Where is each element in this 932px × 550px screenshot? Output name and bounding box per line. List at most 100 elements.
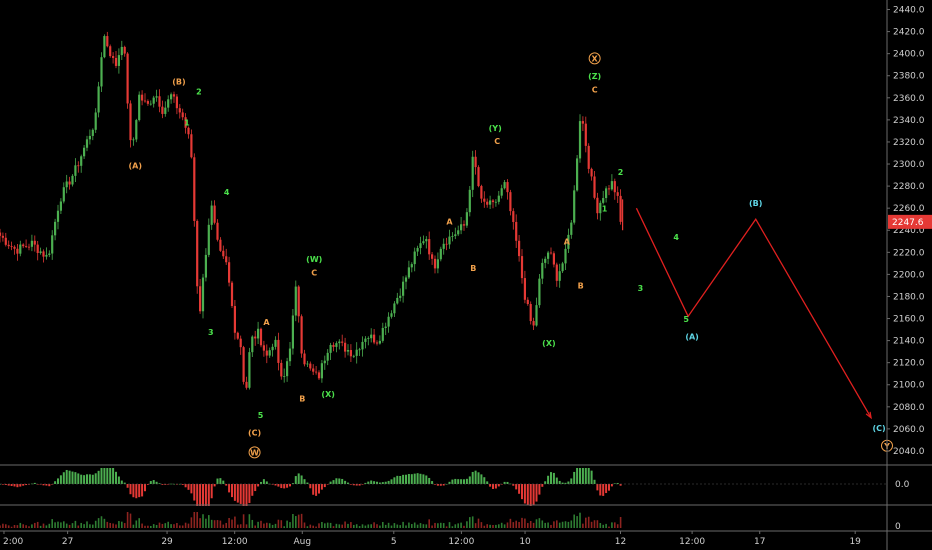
candle-body — [65, 181, 68, 188]
indicator1-value-label: 0.0 — [895, 480, 910, 490]
wave-label: (B) — [172, 78, 185, 87]
forecast-projection — [621, 199, 872, 420]
histogram-bar — [503, 481, 506, 484]
volume-bar — [402, 521, 404, 528]
candle-body — [515, 221, 518, 241]
volume-bar — [13, 525, 16, 528]
volume-bar — [445, 526, 448, 528]
candle-body — [370, 334, 373, 339]
volume-bar — [118, 521, 120, 528]
histogram-bar — [184, 484, 187, 488]
histogram-indicator — [0, 468, 622, 506]
volume-bar — [579, 512, 581, 528]
candle-body — [97, 86, 100, 113]
candle-body — [297, 286, 300, 317]
volume-bar — [416, 524, 419, 528]
wave-label: C — [494, 137, 500, 146]
candle-body — [230, 282, 234, 307]
histogram-bar — [146, 484, 149, 485]
histogram-bar — [347, 482, 349, 484]
candle-body — [558, 271, 561, 281]
histogram-bar — [294, 476, 297, 484]
histogram-bar — [477, 472, 480, 484]
time-tick-label: 12:00 — [222, 537, 248, 547]
histogram-bar — [274, 484, 277, 486]
time-tick-label: 12:00 — [448, 537, 474, 547]
price-tick-label: 2300.0 — [893, 160, 925, 170]
candle-body — [454, 234, 457, 237]
candle-body — [465, 212, 468, 226]
candle-body — [605, 188, 608, 199]
candle-body — [312, 368, 315, 372]
candle-body — [436, 259, 439, 269]
volume-bar — [176, 523, 178, 528]
volume-bar — [54, 522, 56, 528]
candle-body — [425, 239, 428, 242]
candle-body — [375, 342, 379, 344]
histogram-bar — [619, 484, 622, 486]
volume-bar — [228, 518, 230, 528]
candle-body — [416, 248, 419, 252]
volume-bar — [5, 524, 7, 528]
candle-body — [100, 57, 103, 87]
histogram-bar — [596, 484, 599, 491]
histogram-bar — [187, 484, 190, 490]
volume-bar — [335, 523, 338, 528]
candle-body — [167, 99, 170, 108]
candle-body — [439, 248, 442, 260]
volume-bar — [112, 523, 114, 528]
volume-bar — [266, 522, 268, 528]
volume-bar — [469, 517, 471, 528]
wave-label: (Z) — [588, 72, 601, 81]
histogram-bar — [80, 474, 83, 484]
histogram-bar — [48, 484, 51, 487]
histogram-bar — [132, 484, 135, 498]
histogram-bar — [228, 484, 231, 493]
volume-bar — [500, 522, 503, 528]
wave-label: C — [592, 85, 598, 94]
volume-bar — [608, 526, 610, 528]
histogram-bar — [581, 468, 584, 484]
candle-body — [228, 262, 231, 283]
histogram-bar — [486, 481, 489, 484]
candle-body — [506, 182, 509, 193]
histogram-bar — [138, 484, 141, 498]
volume-bar — [199, 518, 201, 528]
volume-bar — [77, 525, 80, 528]
histogram-bar — [74, 472, 77, 484]
volume-bar — [393, 523, 396, 528]
histogram-bar — [45, 484, 48, 486]
candle-body — [225, 256, 228, 263]
volume-bar — [471, 516, 474, 528]
histogram-bar — [587, 468, 590, 484]
volume-bar — [483, 525, 486, 528]
histogram-bar — [323, 484, 326, 488]
candle-body — [149, 103, 152, 105]
candle-body — [106, 36, 109, 47]
volume-bar — [71, 523, 74, 528]
histogram-bar — [384, 481, 387, 484]
histogram-bar — [193, 484, 196, 501]
histogram-bar — [590, 470, 593, 484]
candle-body — [428, 239, 431, 255]
volume-bar — [364, 525, 367, 528]
volume-bar — [358, 526, 361, 528]
histogram-bar — [593, 479, 596, 484]
volume-bar — [387, 522, 390, 528]
candle-body — [132, 139, 135, 141]
candle-body — [155, 96, 158, 98]
candle-body — [48, 253, 51, 255]
candle-body — [457, 230, 460, 235]
volume-bar — [614, 522, 616, 528]
histogram-bar — [277, 484, 280, 487]
candle-body — [62, 187, 65, 202]
volume-bar — [0, 525, 1, 528]
histogram-bar — [352, 484, 355, 486]
volume-bar — [141, 523, 143, 528]
wave-label: (C) — [872, 424, 885, 433]
candle-body — [509, 192, 512, 212]
wave-label: A — [263, 318, 270, 327]
candle-body — [135, 120, 138, 140]
histogram-bar — [68, 470, 71, 484]
